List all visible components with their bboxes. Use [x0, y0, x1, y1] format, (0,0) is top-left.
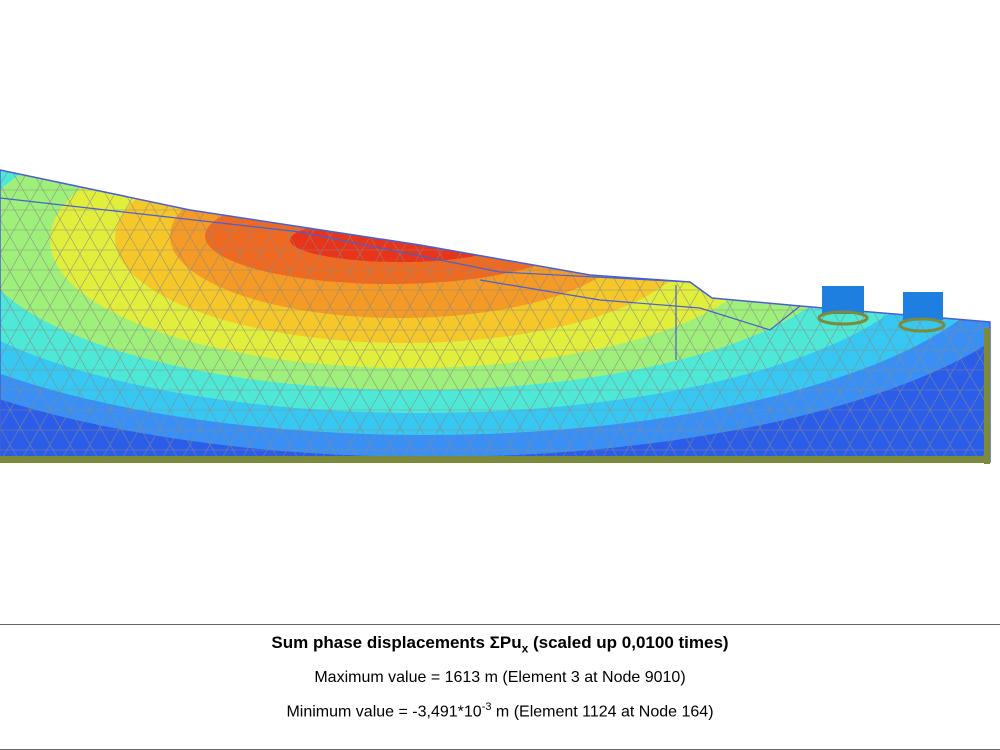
model-viewport[interactable] — [0, 0, 1000, 620]
contour-band-9 — [205, 188, 575, 284]
right-footing-base — [898, 317, 946, 333]
result-info-panel: Sum phase displacements ΣPux (scaled up … — [0, 624, 1000, 750]
bottom-boundary-plate — [0, 456, 990, 463]
plot-title: Sum phase displacements ΣPux (scaled up … — [271, 633, 729, 656]
right-boundary-plate — [984, 328, 990, 464]
maximum-value-text: Maximum value = 1613 m (Element 3 at Nod… — [314, 669, 686, 687]
deformed-mesh-plot — [0, 169, 991, 464]
left-footing[interactable] — [822, 286, 864, 314]
right-footing[interactable] — [903, 292, 943, 320]
minimum-value-text: Minimum value = -3,491*10-3 m (Element 1… — [286, 701, 714, 721]
layer-boundary-line — [0, 197, 691, 283]
layer-boundary-line — [479, 279, 801, 331]
left-footing-base — [817, 310, 869, 326]
